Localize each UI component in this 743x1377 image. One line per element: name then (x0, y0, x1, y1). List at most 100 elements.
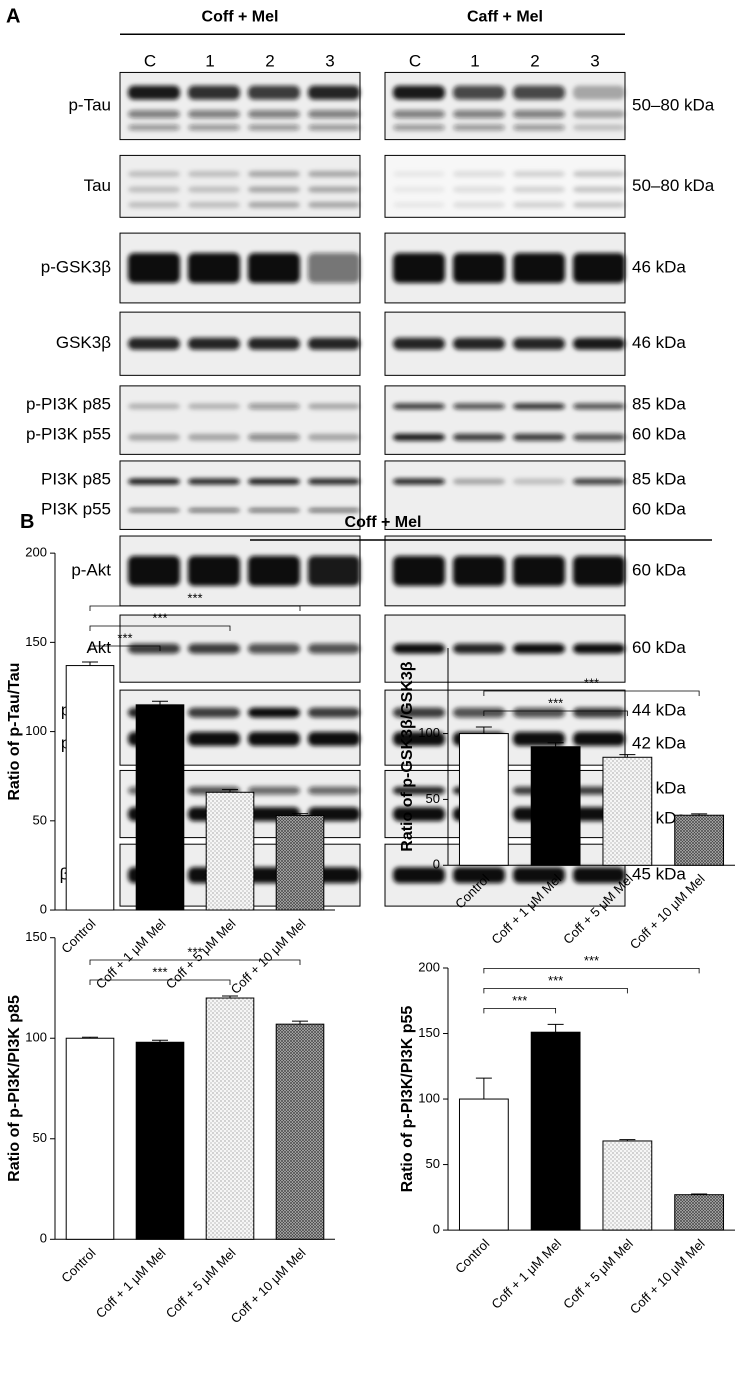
lane-label: 1 (470, 51, 479, 70)
band (453, 85, 505, 100)
lane-label: 3 (325, 51, 334, 70)
y-tick-label: 50 (33, 812, 47, 827)
band (188, 433, 240, 441)
band (573, 85, 625, 100)
band (128, 85, 180, 100)
significance-bracket (483, 1007, 557, 1014)
blot-panel (119, 154, 361, 218)
lane-label: 3 (590, 51, 599, 70)
y-tick-label: 0 (40, 1231, 47, 1246)
blot-bands (128, 555, 360, 586)
band (188, 731, 240, 746)
band (453, 433, 505, 441)
band (128, 186, 180, 193)
blot-bands (128, 337, 360, 350)
band (513, 201, 565, 208)
bar (458, 733, 509, 866)
blot-bands (128, 85, 360, 131)
x-tick-label: Coff + 5 μM Mel (560, 1236, 636, 1312)
size-label: 50–80 kDa (632, 96, 715, 115)
significance-label: *** (187, 944, 202, 959)
band (393, 643, 445, 654)
size-label: 46 kDa (632, 257, 686, 276)
band (248, 478, 300, 485)
band (128, 643, 180, 654)
significance-label: *** (187, 590, 202, 605)
significance-label: *** (512, 993, 527, 1008)
significance-label: *** (584, 953, 599, 968)
band (188, 403, 240, 410)
band (573, 403, 625, 410)
band (513, 867, 565, 884)
band (248, 124, 300, 131)
band (188, 253, 240, 284)
bar (65, 665, 115, 911)
band (248, 337, 300, 350)
band (453, 643, 505, 654)
lane-label: 1 (205, 51, 214, 70)
band (248, 403, 300, 410)
band (513, 555, 565, 586)
band (453, 867, 505, 884)
size-label: 60 kDa (632, 425, 686, 444)
y-tick-label: 50 (426, 1156, 440, 1171)
band (393, 337, 445, 350)
band (513, 253, 565, 284)
band (453, 186, 505, 193)
band (573, 110, 625, 119)
bar (275, 814, 325, 911)
band (248, 555, 300, 586)
band (308, 253, 360, 284)
band (393, 555, 445, 586)
x-tick-label: Coff + 10 μM Mel (627, 1236, 708, 1317)
band (308, 707, 360, 718)
blot-bands (128, 170, 360, 208)
x-tick-label: Coff + 10 μM Mel (228, 1245, 309, 1326)
blot-bands (393, 85, 625, 131)
blot-bands (393, 170, 625, 208)
band (308, 731, 360, 746)
band (308, 508, 360, 513)
panel-label: B (20, 511, 34, 533)
band (188, 707, 240, 718)
bar (65, 1037, 115, 1240)
band (248, 186, 300, 193)
band (573, 433, 625, 441)
size-label: 85 kDa (632, 395, 686, 414)
lane-label: 2 (530, 51, 539, 70)
protein-label: p-PI3K p55 (26, 425, 111, 444)
y-tick-label: 50 (426, 791, 440, 806)
significance-bracket (89, 979, 231, 986)
blot-panel (119, 385, 361, 455)
blot-panel (119, 460, 361, 530)
protein-label: p-Akt (71, 560, 111, 579)
band (393, 124, 445, 131)
band (128, 201, 180, 208)
band (128, 508, 180, 513)
significance-label: *** (584, 675, 599, 690)
band (513, 170, 565, 177)
band (188, 124, 240, 131)
x-tick-label: Control (58, 1245, 98, 1285)
x-tick-label: Coff + 5 μM Mel (163, 1245, 239, 1321)
protein-label: GSK3β (56, 333, 111, 352)
protein-label: Tau (84, 176, 111, 195)
band (248, 786, 300, 795)
band (248, 85, 300, 100)
band (393, 186, 445, 193)
band (128, 555, 180, 586)
x-tick-label: Coff + 1 μM Mel (93, 1245, 169, 1321)
significance-bracket (89, 645, 161, 651)
blot-panel (384, 385, 626, 455)
band (393, 170, 445, 177)
blot-panel (384, 460, 626, 530)
y-tick-label: 0 (433, 857, 440, 872)
significance-bracket (89, 959, 301, 966)
x-tick-label: Control (452, 1236, 492, 1276)
protein-label: PI3K p55 (41, 500, 111, 519)
band (128, 433, 180, 441)
blot-bands (128, 403, 360, 441)
band (308, 201, 360, 208)
bar (602, 756, 653, 866)
